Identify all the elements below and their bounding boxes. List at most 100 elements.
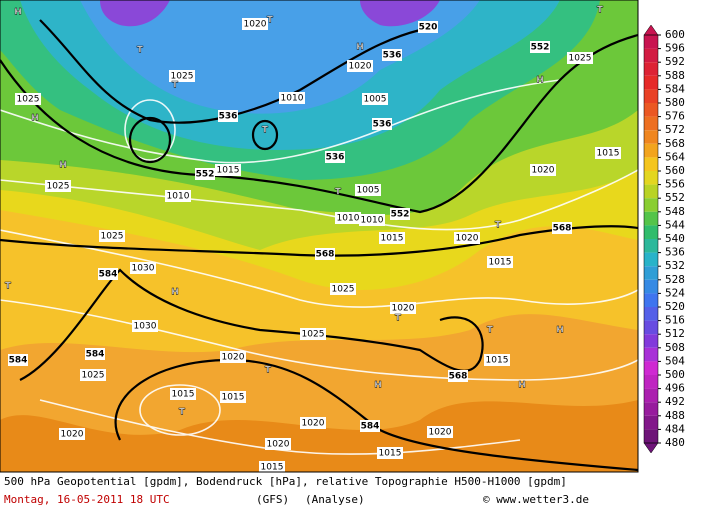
geopotential-label: 552 — [196, 170, 215, 180]
label-box — [418, 21, 438, 33]
label-box — [130, 262, 156, 274]
pressure-label: 1030 — [132, 264, 155, 274]
colorbar-label: 532 — [665, 259, 685, 272]
label-box — [595, 147, 621, 159]
pressure-label: 1020 — [349, 62, 372, 72]
pressure-center: T — [395, 314, 402, 324]
pressure-label: 1025 — [17, 95, 40, 105]
colorbar-swatch — [644, 171, 658, 185]
geopotential-label: 536 — [219, 112, 238, 122]
pressure-label: 1015 — [597, 149, 620, 159]
colorbar-swatch — [644, 334, 658, 348]
geopotential-label: 568 — [553, 224, 572, 234]
map-field: 520 536 552 536 536 536 552 552 568 568 584 584 584 5… — [0, 0, 638, 472]
colorbar-swatch — [644, 239, 658, 253]
label-box — [390, 208, 410, 220]
colorbar-swatch — [644, 347, 658, 362]
colorbar-cap — [643, 442, 659, 454]
colorbar-swatch — [644, 103, 658, 117]
colorbar-swatch — [644, 225, 658, 239]
pressure-center: T — [487, 326, 494, 336]
colorbar-label: 576 — [665, 110, 685, 123]
colorbar-swatch — [644, 402, 658, 416]
geopotential-label: 584 — [86, 350, 105, 360]
label-box — [390, 302, 416, 314]
pressure-label: 1030 — [134, 322, 157, 332]
label-box — [45, 180, 71, 192]
pressure-label: 1020 — [244, 20, 267, 30]
pressure-label: 1015 — [222, 393, 245, 403]
label-box — [215, 164, 241, 176]
label-box — [372, 118, 392, 130]
colorbar-label: 492 — [665, 395, 685, 408]
label-box — [315, 248, 335, 260]
pressure-label: 1015 — [489, 258, 512, 268]
label-box — [330, 283, 356, 295]
colorbar-label: 552 — [665, 191, 685, 204]
pressure-center: T — [265, 366, 272, 376]
colorbar-swatch — [644, 320, 658, 335]
geopotential-label: 536 — [326, 153, 345, 163]
geopotential-label: 520 — [419, 23, 438, 33]
pressure-center: T — [597, 6, 604, 16]
colorbar-label: 580 — [665, 96, 685, 109]
colorbar-label: 572 — [665, 123, 685, 136]
colorbar-swatch — [644, 375, 658, 389]
label-box — [59, 428, 85, 440]
footer-date: Montag, 16-05-2011 18 UTC — [4, 493, 170, 506]
pressure-label: 1005 — [357, 186, 380, 196]
pressure-center: H — [59, 161, 67, 171]
label-box — [300, 328, 326, 340]
label-box — [220, 351, 246, 363]
pressure-label: 1010 — [281, 94, 304, 104]
colorbar-label: 508 — [665, 341, 685, 354]
pressure-center: H — [356, 43, 364, 53]
pressure-center: T — [335, 188, 342, 198]
colorbar-swatch — [644, 143, 658, 158]
pressure-label: 1010 — [337, 214, 360, 224]
colorbar-swatch — [644, 388, 658, 403]
label-box — [382, 49, 402, 61]
label-box — [325, 151, 345, 163]
colorbar-label: 548 — [665, 205, 685, 218]
colorbar-swatch — [644, 211, 658, 226]
colorbar-swatch — [644, 279, 658, 294]
geopotential-label: 584 — [9, 356, 28, 366]
colorbar-label: 588 — [665, 69, 685, 82]
pressure-center: T — [5, 282, 12, 292]
footer-kind: (Analyse) — [305, 493, 365, 506]
label-box — [80, 369, 106, 381]
colorbar-swatch — [644, 157, 658, 171]
label-box — [15, 93, 41, 105]
colorbar-swatch — [644, 75, 658, 90]
pressure-center: T — [137, 46, 144, 56]
pressure-center: H — [31, 114, 39, 124]
pressure-center: H — [374, 381, 382, 391]
colorbar-swatch — [644, 62, 658, 76]
colorbar-swatch — [644, 266, 658, 280]
pressure-label: 1025 — [171, 72, 194, 82]
colorbar-label: 584 — [665, 82, 685, 95]
pressure-center: T — [179, 408, 186, 418]
label-box — [218, 110, 238, 122]
label-box — [259, 461, 285, 472]
label-box — [8, 354, 28, 366]
label-box — [265, 438, 291, 450]
geopotential-label: 568 — [449, 372, 468, 382]
pressure-center: T — [262, 126, 269, 136]
colorbar-swatch — [644, 198, 658, 212]
label-box — [487, 256, 513, 268]
colorbar-swatch — [644, 429, 658, 443]
colorbar-swatch — [644, 415, 658, 430]
pressure-label: 1025 — [47, 182, 70, 192]
colorbar-swatch — [644, 307, 658, 321]
colorbar-cap — [643, 24, 659, 36]
label-box — [355, 184, 381, 196]
colorbar-label: 512 — [665, 327, 685, 340]
label-box — [347, 60, 373, 72]
geopotential-label: 584 — [99, 270, 118, 280]
colorbar-label: 480 — [665, 436, 685, 449]
footer-credit: © www.wetter3.de — [483, 493, 589, 506]
pressure-center: H — [518, 381, 526, 391]
